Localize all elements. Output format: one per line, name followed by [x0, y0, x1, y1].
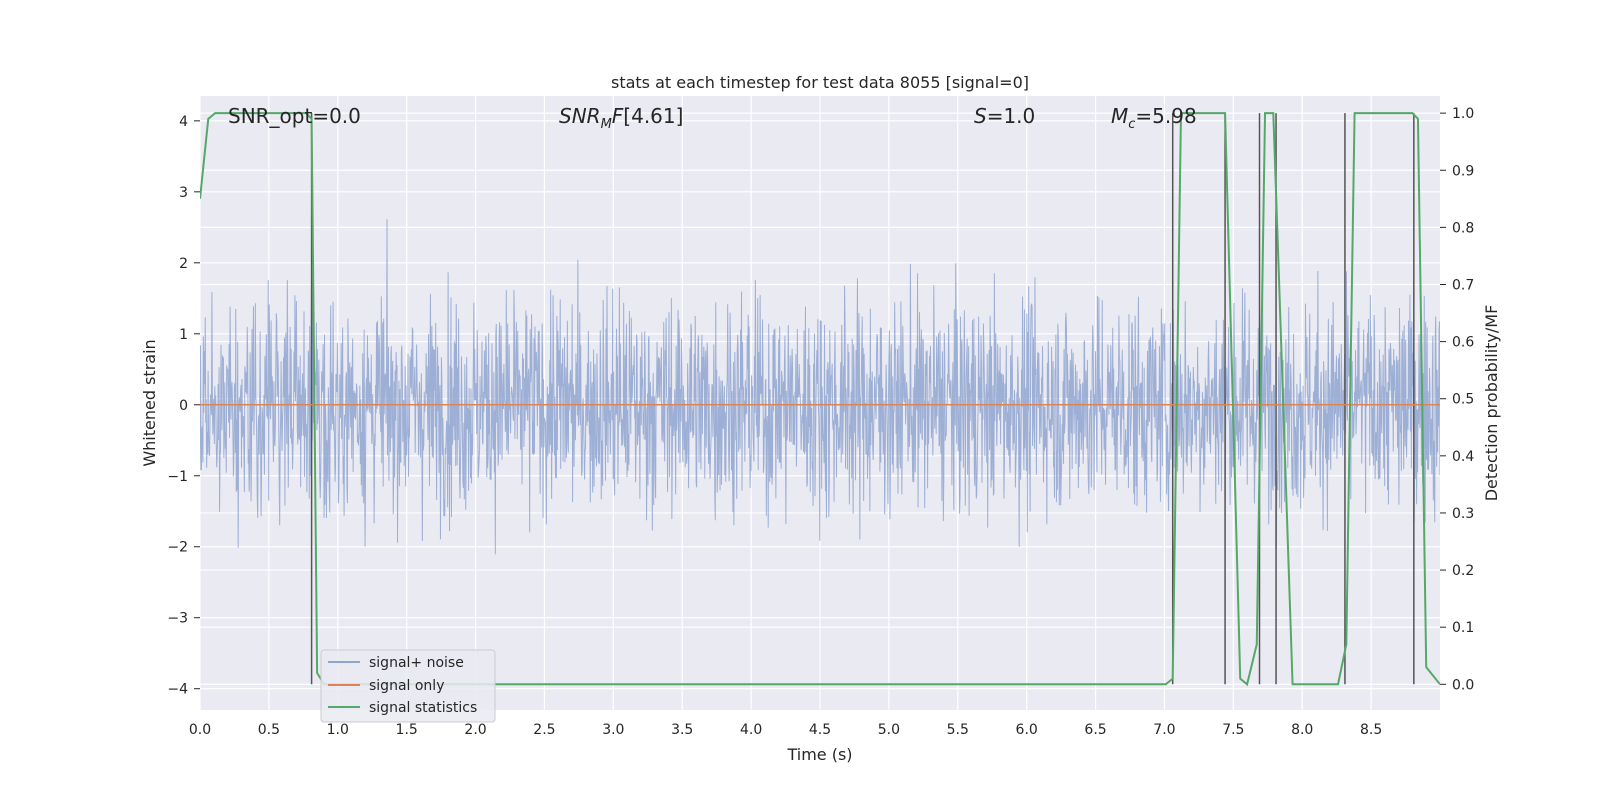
- x-tick-label: 3.0: [602, 722, 624, 738]
- y2-tick-label: 0.2: [1452, 563, 1474, 579]
- y-tick-label: −4: [167, 682, 188, 698]
- y2-tick-label: 0.5: [1452, 392, 1474, 408]
- y2-tick-label: 0.9: [1452, 163, 1474, 179]
- legend-box: [320, 649, 496, 723]
- x-tick-label: 2.0: [464, 722, 486, 738]
- legend-label-signal-only: signal only: [369, 678, 444, 694]
- x-tick-label: 8.0: [1291, 722, 1313, 738]
- y-tick-label: −1: [167, 469, 188, 485]
- legend-label-signal-statistics: signal statistics: [369, 700, 477, 716]
- annotation-s: S=1.0: [974, 104, 1035, 128]
- y-axis-label: Whitened strain: [140, 339, 159, 466]
- x-tick-label: 5.0: [878, 722, 900, 738]
- y2-tick-label: 0.3: [1452, 506, 1474, 522]
- x-tick-label: 1.0: [327, 722, 349, 738]
- x-tick-label: 5.5: [947, 722, 969, 738]
- x-tick-label: 0.5: [258, 722, 280, 738]
- x-axis-ticks: 0.0 0.5 1.0 1.5 2.0 2.5 3.0 3.5 4.0 4.5 5.0 5.5 6.0 6…: [189, 722, 1382, 738]
- y2-tick-label: 0.4: [1452, 449, 1474, 465]
- x-tick-label: 2.5: [533, 722, 555, 738]
- y2-tick-label: 0.0: [1452, 677, 1474, 693]
- y-tick-label: 3: [179, 185, 188, 201]
- y-tick-label: −3: [167, 611, 188, 627]
- x-tick-label: 4.5: [809, 722, 831, 738]
- y-tick-label: 4: [179, 114, 188, 130]
- y2-tick-label: 0.8: [1452, 220, 1474, 236]
- y-tick-label: 2: [179, 256, 188, 272]
- annotation-snr-mf: SNRMF[4.61]: [559, 104, 683, 132]
- y-tick-label: 0: [179, 398, 188, 414]
- annotation-s-value: =1.0: [987, 104, 1036, 128]
- x-tick-label: 8.5: [1360, 722, 1382, 738]
- y2-tick-label: 0.6: [1452, 335, 1474, 351]
- x-tick-label: 7.0: [1153, 722, 1175, 738]
- y-tick-label: 1: [179, 327, 188, 343]
- x-tick-label: 6.5: [1084, 722, 1106, 738]
- legend-label-signal-noise: signal+ noise: [369, 655, 464, 671]
- vertical-markers: [310, 113, 1415, 685]
- y2-tick-label: 0.7: [1452, 277, 1474, 293]
- y2-axis-ticks: 1.0 0.9 0.8 0.7 0.6 0.5 0.4 0.3 0.2 0.1 0.0: [1440, 106, 1474, 693]
- annotation-snr-opt: SNR_opt=0.0: [228, 104, 361, 128]
- x-tick-label: 4.0: [740, 722, 762, 738]
- legend: signal+ noise signal only signal statist…: [320, 649, 496, 723]
- x-tick-label: 6.0: [1016, 722, 1038, 738]
- x-tick-label: 7.5: [1222, 722, 1244, 738]
- x-tick-label: 3.5: [671, 722, 693, 738]
- annotation-mc: Mc=5.98: [1111, 104, 1197, 132]
- y-tick-label: −2: [167, 540, 188, 556]
- x-tick-label: 0.0: [189, 722, 211, 738]
- y2-axis-label: Detection probability/MF: [1482, 305, 1501, 502]
- y2-tick-label: 1.0: [1452, 106, 1474, 122]
- annotation-snr-mf-value: [4.61]: [623, 104, 683, 128]
- signal-statistics-line: [200, 112, 1440, 687]
- y2-tick-label: 0.1: [1452, 620, 1474, 636]
- signal-statistics-series: [200, 112, 1440, 687]
- x-axis-label: Time (s): [786, 745, 852, 764]
- annotation-mc-value: =5.98: [1135, 104, 1196, 128]
- y-axis-ticks: 4 3 2 1 0 −1 −2 −3 −4: [167, 114, 200, 698]
- chart-title: stats at each timestep for test data 805…: [611, 73, 1029, 92]
- x-tick-label: 1.5: [396, 722, 418, 738]
